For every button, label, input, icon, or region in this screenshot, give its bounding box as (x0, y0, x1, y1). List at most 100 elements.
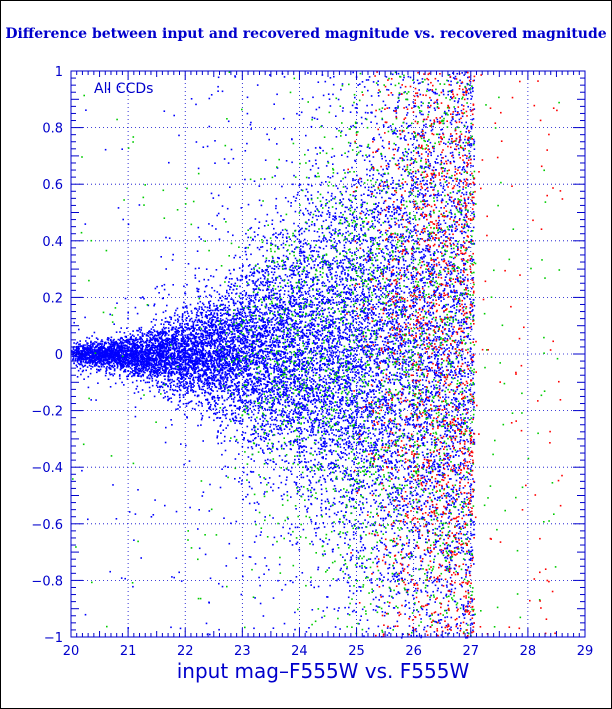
point-blue (310, 125, 313, 128)
point-blue (358, 425, 360, 427)
point-blue (325, 284, 327, 287)
point-blue (384, 232, 387, 234)
point-blue (320, 309, 322, 312)
point-blue (204, 379, 206, 381)
point-blue (431, 380, 434, 383)
point-blue (259, 311, 261, 314)
point-blue (390, 183, 392, 185)
point-blue (433, 351, 436, 353)
point-blue (267, 280, 270, 283)
point-blue (422, 293, 425, 295)
point-blue (352, 399, 354, 402)
point-blue (344, 537, 346, 540)
point-blue (300, 306, 303, 308)
point-blue (331, 550, 334, 553)
point-blue (147, 362, 149, 365)
point-blue (225, 323, 228, 325)
point-blue (420, 358, 422, 360)
point-blue (350, 204, 352, 207)
point-blue (203, 364, 205, 366)
point-blue (121, 337, 123, 339)
point-blue (275, 277, 277, 280)
point-blue (396, 205, 399, 208)
point-blue (251, 272, 254, 274)
point-blue (396, 439, 399, 441)
point-blue (358, 586, 360, 588)
point-blue (315, 372, 317, 374)
point-blue (380, 302, 383, 305)
point-blue (200, 353, 202, 356)
point-blue (156, 382, 159, 384)
point-blue (326, 298, 328, 301)
point-blue (228, 346, 230, 348)
point-blue (277, 440, 280, 443)
point-blue (360, 389, 362, 392)
point-blue (341, 270, 344, 272)
point-blue (291, 250, 293, 253)
point-blue (438, 194, 440, 197)
point-blue (366, 168, 368, 171)
point-blue (298, 393, 300, 395)
point-blue (303, 437, 305, 439)
point-blue (296, 438, 299, 441)
point-blue (407, 363, 410, 366)
point-blue (263, 278, 266, 280)
point-blue (120, 354, 123, 357)
point-blue (341, 110, 344, 112)
point-blue (196, 287, 198, 290)
point-blue (377, 476, 379, 479)
point-blue (246, 352, 248, 355)
point-blue (467, 376, 469, 378)
point-blue (439, 242, 442, 244)
point-blue (420, 634, 423, 637)
point-blue (415, 628, 417, 630)
point-blue (318, 292, 320, 295)
point-blue (283, 356, 285, 359)
point-blue (358, 443, 360, 446)
point-blue (281, 323, 283, 325)
point-blue (150, 333, 153, 335)
point-blue (278, 290, 281, 292)
point-blue (309, 480, 311, 482)
point-blue (395, 593, 398, 596)
point-blue (248, 343, 251, 346)
point-blue (331, 307, 334, 309)
point-blue (381, 145, 384, 148)
point-blue (371, 484, 373, 487)
point-blue (296, 541, 299, 544)
point-blue (399, 188, 402, 190)
point-blue (346, 581, 349, 584)
point-blue (319, 267, 322, 269)
point-blue (394, 127, 397, 130)
point-blue (207, 403, 209, 405)
point-blue (273, 370, 275, 372)
point-blue (340, 378, 343, 380)
point-blue (177, 321, 179, 323)
point-blue (362, 432, 364, 434)
point-blue (461, 192, 463, 194)
point-blue (165, 367, 168, 369)
point-blue (275, 266, 278, 268)
point-blue (190, 338, 192, 340)
point-blue (442, 245, 445, 247)
point-blue (459, 482, 461, 484)
point-blue (303, 357, 305, 359)
point-blue (287, 387, 289, 390)
point-blue (229, 349, 231, 351)
point-blue (385, 348, 387, 351)
point-blue (453, 291, 455, 293)
point-blue (249, 306, 251, 308)
point-blue (373, 442, 375, 444)
point-blue (437, 470, 439, 473)
point-blue (412, 184, 414, 186)
point-blue (289, 345, 291, 348)
point-blue (321, 553, 324, 556)
point-blue (321, 227, 324, 230)
point-blue (285, 479, 288, 481)
point-blue (217, 430, 219, 432)
point-blue (376, 440, 379, 442)
point-blue (352, 485, 355, 487)
point-blue (203, 383, 206, 385)
point-blue (425, 379, 427, 382)
point-blue (100, 340, 102, 343)
